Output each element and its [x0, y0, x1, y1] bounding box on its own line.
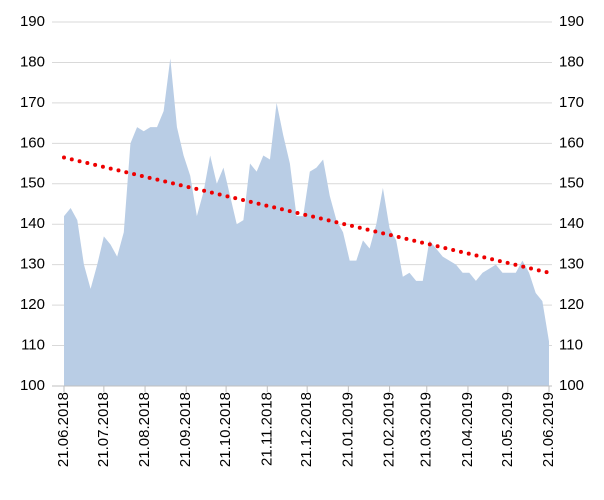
x-tick-label: 21.06.2019: [540, 392, 557, 467]
area: [64, 58, 549, 387]
x-tick-label: 21.05.2019: [499, 392, 516, 467]
y-tick-label: 150: [20, 175, 45, 192]
y2-tick-label: 180: [559, 53, 584, 70]
trend-line: [62, 155, 551, 275]
x-tick-label: 21.08.2018: [136, 392, 153, 467]
y2-tick-label: 160: [559, 134, 584, 151]
y-tick-label: 100: [20, 377, 45, 394]
y-tick-label: 110: [21, 337, 45, 354]
x-tick-label: 21.03.2019: [418, 392, 435, 467]
x-tick-label: 21.04.2019: [459, 392, 476, 467]
y-tick-label: 170: [20, 94, 45, 111]
x-tick-label: 21.11.2018: [258, 392, 275, 466]
x-tick-label: 21.12.2018: [298, 392, 315, 467]
y2-tick-label: 100: [559, 377, 584, 394]
x-tick-label: 21.10.2018: [217, 392, 234, 467]
y2-tick-label: 110: [559, 337, 583, 354]
y2-tick-label: 140: [559, 215, 584, 232]
y-tick-label: 180: [20, 53, 45, 70]
y2-tick-label: 170: [559, 94, 584, 111]
x-tick-label: 21.09.2018: [177, 392, 194, 467]
y-tick-label: 160: [20, 134, 45, 151]
y2-tick-label: 120: [559, 296, 584, 313]
x-tick-label: 21.02.2019: [381, 392, 398, 467]
y-tick-label: 130: [20, 256, 45, 273]
x-tick-label: 21.06.2018: [55, 392, 72, 467]
x-tick-label: 21.07.2018: [95, 392, 112, 467]
y-tick-label: 140: [20, 215, 45, 232]
y-tick-label: 120: [20, 296, 45, 313]
x-tick-label: 21.01.2019: [339, 392, 356, 467]
y2-tick-label: 150: [559, 175, 584, 192]
y2-tick-label: 130: [559, 256, 584, 273]
y2-tick-label: 190: [559, 13, 584, 30]
y-tick-label: 190: [20, 13, 45, 30]
